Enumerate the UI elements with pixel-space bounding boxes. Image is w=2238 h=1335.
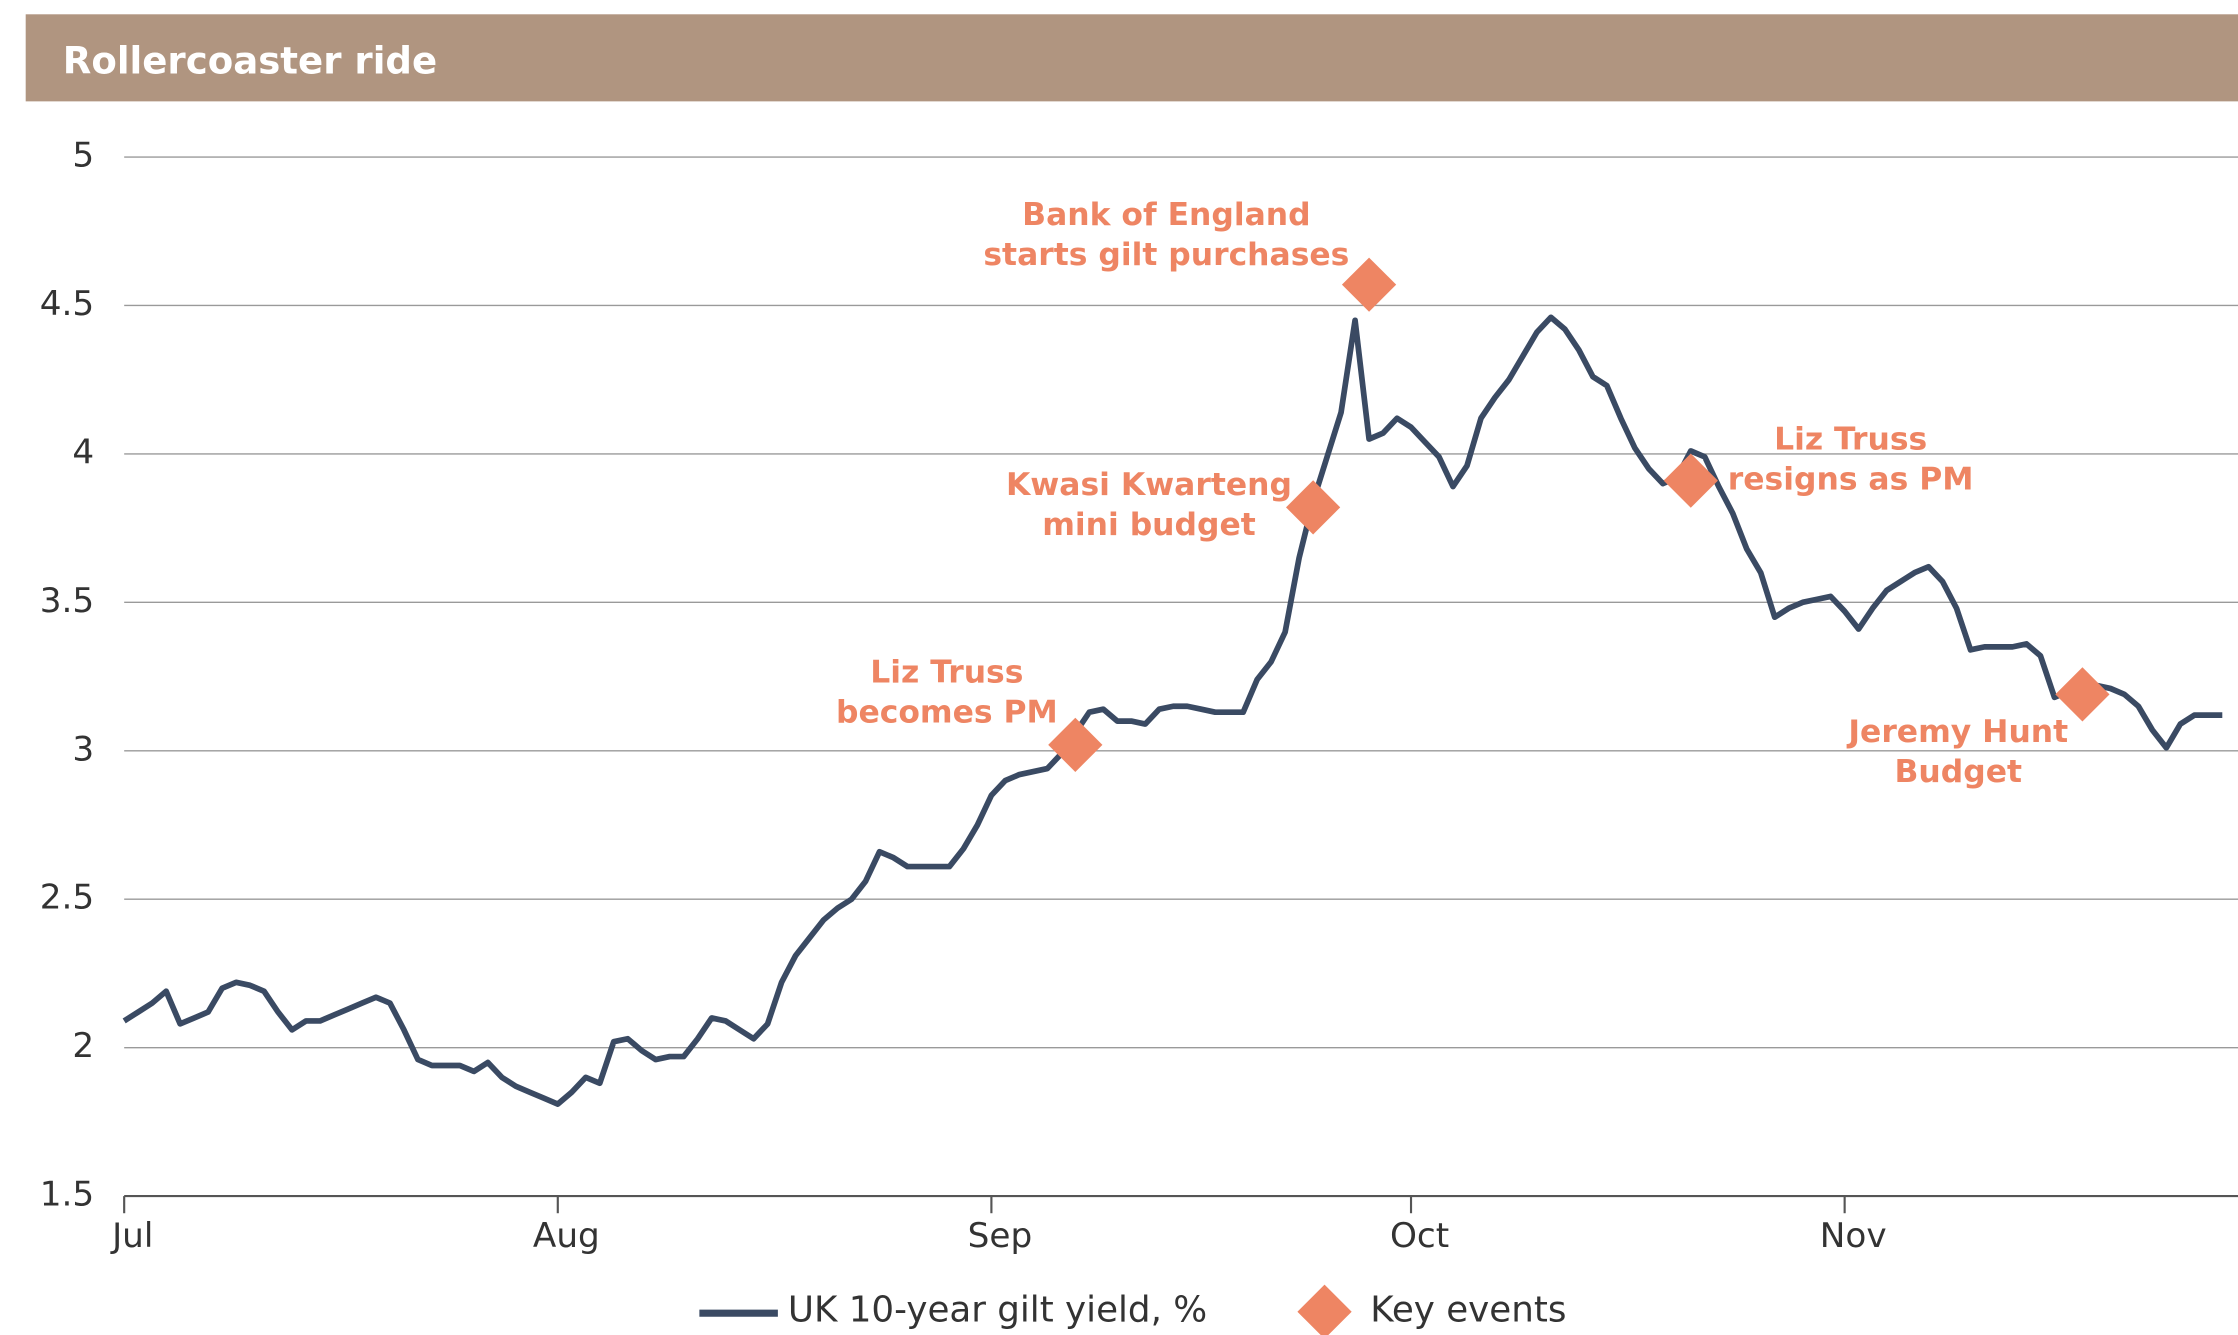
- x-tick-label: Nov: [1820, 1216, 1887, 1256]
- y-tick-label: 5: [72, 136, 94, 176]
- x-tick-label: Aug: [533, 1216, 600, 1256]
- y-tick-label: 3.5: [40, 581, 94, 621]
- y-tick-label: 1.5: [40, 1175, 94, 1215]
- header-band: [25, 14, 2238, 102]
- y-tick-label: 4.5: [40, 284, 94, 324]
- annotation: Jeremy Hunt: [1846, 714, 2068, 750]
- annotation: Liz Truss: [1774, 422, 1927, 458]
- y-tick-label: 2.5: [40, 878, 94, 918]
- event-marker: [1285, 480, 1341, 535]
- y-tick-label: 3: [72, 729, 94, 769]
- x-tick-label: Sep: [968, 1216, 1033, 1256]
- event-marker: [2055, 667, 2110, 722]
- data-line: [122, 314, 2223, 1107]
- x-tick-label: Oct: [1390, 1216, 1449, 1256]
- y-tick-label: 4: [72, 432, 94, 472]
- annotation: mini budget: [1042, 507, 1256, 543]
- event-marker: [1341, 257, 1397, 312]
- annotation: starts gilt purchases: [983, 237, 1349, 273]
- annotation: becomes PM: [836, 694, 1058, 730]
- annotation: resigns as PM: [1728, 462, 1974, 498]
- annotation: Liz Truss: [870, 654, 1023, 690]
- annotation: Kwasi Kwarteng: [1006, 467, 1292, 503]
- annotation: Budget: [1894, 754, 2022, 790]
- chart-title: Rollercoaster ride: [63, 39, 437, 82]
- x-tick-label: Jul: [110, 1216, 153, 1256]
- annotation: Bank of England: [1022, 197, 1310, 233]
- y-tick-label: 2: [72, 1026, 94, 1066]
- legend-label: Key events: [1370, 1290, 1566, 1331]
- legend-label: UK 10-year gilt yield, %: [788, 1290, 1207, 1331]
- legend-marker: [1297, 1284, 1352, 1335]
- event-marker: [1048, 717, 1103, 772]
